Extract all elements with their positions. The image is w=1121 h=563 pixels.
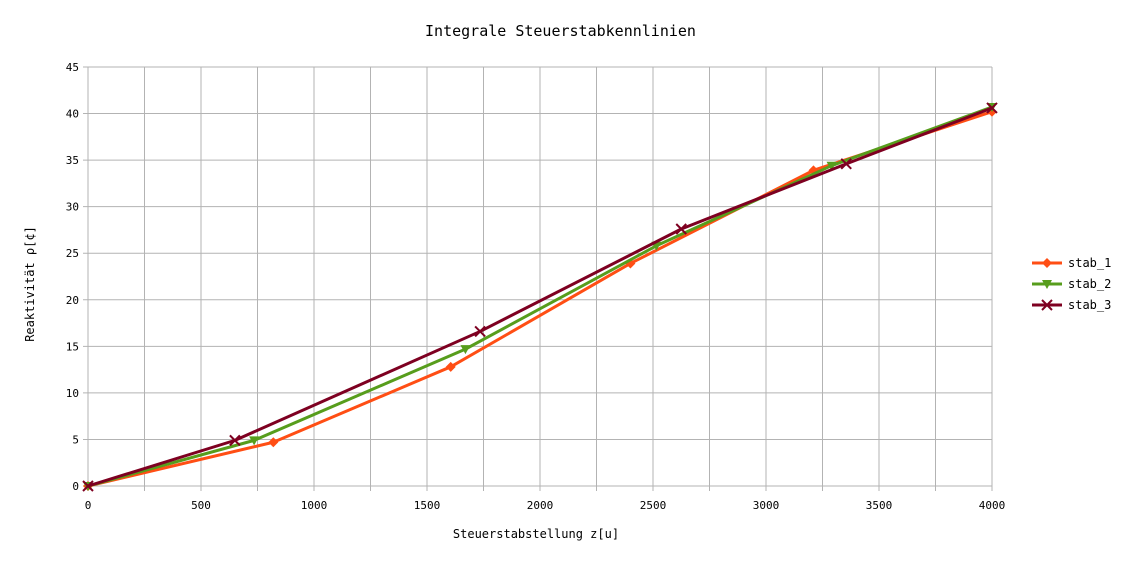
y-tick-label: 35 xyxy=(66,154,79,167)
triangle-marker xyxy=(826,161,837,171)
x-tick-label: 3000 xyxy=(753,499,780,512)
legend-item-stab_2: stab_2 xyxy=(1032,273,1111,294)
legend-label: stab_1 xyxy=(1068,255,1112,270)
triangle-marker xyxy=(249,436,260,446)
legend-label: stab_3 xyxy=(1068,297,1112,312)
x-tick-label: 3500 xyxy=(866,499,893,512)
diamond-marker xyxy=(445,361,456,372)
x-tick-label: 0 xyxy=(85,499,92,512)
series-line xyxy=(87,106,993,488)
legend-label: stab_2 xyxy=(1068,276,1112,291)
diamond-marker xyxy=(1042,257,1052,268)
x-marker xyxy=(675,223,687,235)
x-marker xyxy=(986,102,998,114)
y-tick-label: 15 xyxy=(66,340,79,353)
data-series xyxy=(82,102,998,492)
x-tick-label: 1000 xyxy=(301,499,328,512)
y-tick-label: 5 xyxy=(72,433,79,446)
triangle-down-legend-icon xyxy=(1032,279,1062,289)
x-marker xyxy=(1041,298,1053,311)
x-marker xyxy=(229,434,241,447)
y-tick-label: 45 xyxy=(66,61,79,74)
x-legend-icon xyxy=(1032,298,1062,311)
x-marker xyxy=(82,480,94,492)
x-tick-label: 2000 xyxy=(527,499,554,512)
grid-lines xyxy=(83,66,993,491)
legend-item-stab_3: stab_3 xyxy=(1032,294,1111,315)
legend: stab_1 stab_2 stab_3 xyxy=(1032,252,1111,315)
triangle-marker xyxy=(460,345,471,355)
series-line xyxy=(87,105,993,488)
triangle-marker xyxy=(1042,279,1052,289)
diamond-marker xyxy=(268,437,279,448)
y-tick-label: 40 xyxy=(66,108,79,121)
x-tick-label: 1500 xyxy=(414,499,441,512)
legend-item-stab_1: stab_1 xyxy=(1032,252,1111,273)
diamond-legend-icon xyxy=(1032,257,1062,268)
axis-ticks: 0 5 10 15 20 25 30 35 40 45 0 500 1000 1500 2000 2500 30… xyxy=(66,61,1006,512)
x-tick-label: 500 xyxy=(191,499,211,512)
chart-title: Integrale Steuerstabkennlinien xyxy=(425,22,696,40)
x-marker xyxy=(474,325,486,338)
x-tick-label: 4000 xyxy=(979,499,1006,512)
y-tick-label: 20 xyxy=(66,294,79,307)
y-tick-label: 25 xyxy=(66,247,79,260)
x-marker xyxy=(840,158,852,170)
y-axis-title: Reaktivität ρ[¢] xyxy=(23,226,37,342)
series-stab_3 xyxy=(82,102,998,492)
y-tick-label: 10 xyxy=(66,387,79,400)
x-axis-title: Steuerstabstellung z[u] xyxy=(453,527,619,541)
y-tick-label: 30 xyxy=(66,201,79,214)
x-tick-label: 2500 xyxy=(640,499,667,512)
y-tick-label: 0 xyxy=(72,480,79,493)
